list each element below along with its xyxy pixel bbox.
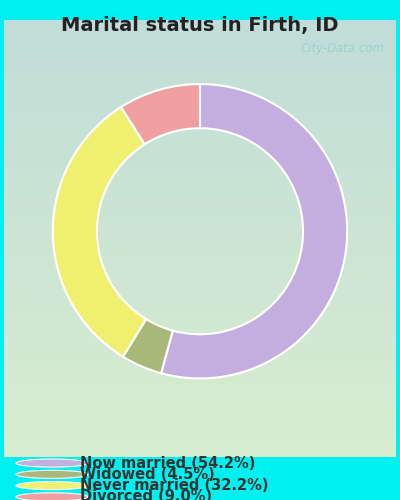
Text: Widowed (4.5%): Widowed (4.5%) — [80, 467, 215, 482]
Circle shape — [16, 482, 88, 490]
Text: City-Data.com: City-Data.com — [300, 42, 384, 55]
Wedge shape — [53, 107, 146, 356]
Circle shape — [16, 493, 88, 500]
Wedge shape — [121, 84, 200, 144]
Text: Marital status in Firth, ID: Marital status in Firth, ID — [61, 16, 339, 35]
Wedge shape — [161, 84, 347, 378]
Text: Never married (32.2%): Never married (32.2%) — [80, 478, 268, 493]
Circle shape — [16, 459, 88, 467]
Wedge shape — [123, 319, 173, 373]
Text: Now married (54.2%): Now married (54.2%) — [80, 456, 255, 470]
Circle shape — [16, 470, 88, 478]
Text: Divorced (9.0%): Divorced (9.0%) — [80, 490, 212, 500]
